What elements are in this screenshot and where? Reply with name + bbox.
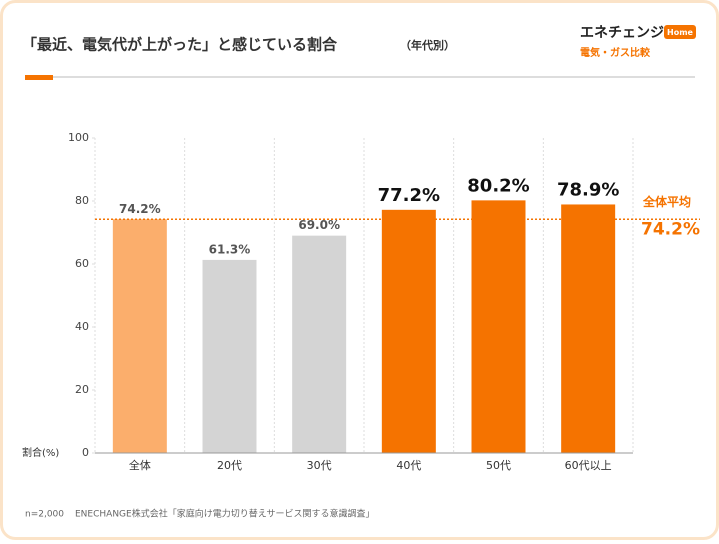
note: n=2,000	[25, 510, 64, 520]
value-label: 74.2%	[119, 202, 161, 216]
y-axis-label: 割合(%)	[22, 446, 59, 459]
x-tick-label: 20代	[217, 459, 242, 472]
logo-badge: Home	[667, 28, 694, 37]
y-tick-label: 20	[75, 383, 89, 396]
bar	[381, 209, 436, 453]
average-value: 74.2%	[641, 219, 700, 239]
value-label: 77.2%	[378, 185, 440, 206]
x-tick-label: 50代	[486, 459, 511, 472]
logo-badge-bg	[664, 25, 696, 39]
value-label: 61.3%	[209, 242, 251, 256]
x-tick-label: 60代以上	[565, 459, 612, 472]
logo-tagline: 電気・ガス比較	[580, 46, 651, 59]
value-label: 78.9%	[557, 179, 619, 200]
logo-brand: エネチェンジ	[580, 25, 664, 41]
value-label: 69.0%	[298, 218, 340, 232]
bar	[202, 259, 257, 453]
bar	[561, 204, 616, 453]
bar	[292, 235, 347, 453]
source: ENECHANGE株式会社「家庭向け電力切り替えサービス関する意識調査」	[75, 508, 374, 520]
value-label: 80.2%	[467, 175, 529, 196]
y-tick-label: 60	[75, 257, 89, 270]
header-accent	[25, 75, 53, 80]
average-label: 全体平均	[642, 194, 691, 209]
x-tick-label: 40代	[396, 459, 421, 472]
y-tick-label: 100	[68, 131, 89, 144]
chart-subtitle: （年代別）	[400, 38, 455, 52]
y-tick-label: 0	[82, 446, 89, 459]
y-tick-label: 40	[75, 320, 89, 333]
chart-title: 「最近、電気代が上がった」と感じている割合	[22, 36, 338, 54]
x-tick-label: 30代	[307, 459, 332, 472]
y-tick-label: 80	[75, 194, 89, 207]
x-tick-label: 全体	[129, 458, 151, 472]
bar	[471, 200, 526, 453]
bar	[112, 219, 167, 453]
